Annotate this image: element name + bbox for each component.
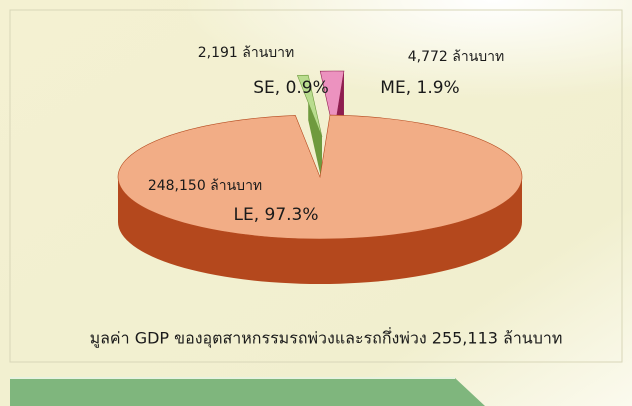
footer-band bbox=[10, 378, 485, 406]
slice bbox=[117, 114, 523, 240]
value-label: 4,772 ล้านบาท bbox=[408, 49, 505, 65]
percent-label: LE, 97.3% bbox=[233, 205, 318, 225]
panel-border bbox=[9, 9, 623, 363]
slice bbox=[319, 70, 345, 134]
percent-label: ME, 1.9% bbox=[380, 78, 459, 98]
chart-title: มูลค่า GDP ของอุตสาหกรรมรถพ่วงและรถกึ่งพ… bbox=[90, 327, 563, 349]
slice bbox=[296, 74, 323, 138]
percent-label: SE, 0.9% bbox=[253, 78, 329, 98]
slice-side bbox=[118, 177, 522, 284]
value-label: 2,191 ล้านบาท bbox=[198, 45, 295, 61]
value-label: 248,150 ล้านบาท bbox=[148, 178, 262, 194]
